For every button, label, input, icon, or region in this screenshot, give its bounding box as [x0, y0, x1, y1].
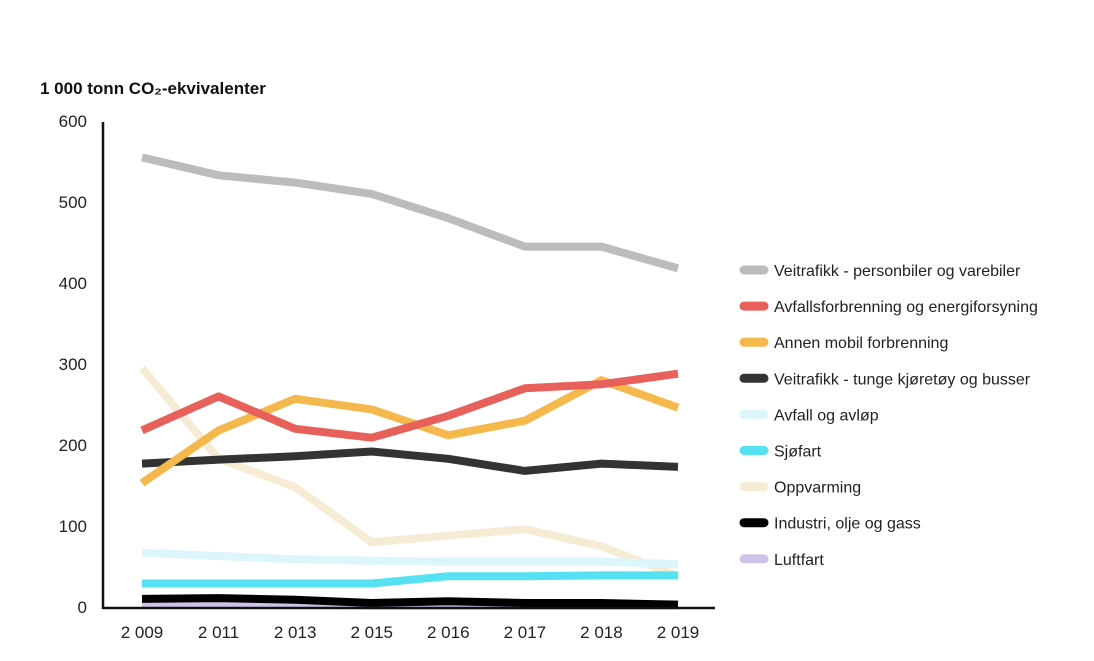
x-tick-label: 2 013	[274, 623, 317, 642]
x-axis-ticks: 2 009 2 011 2 013 2 015 2 016 2 017 2 018 2 019	[121, 623, 700, 642]
x-tick-label: 2 018	[580, 623, 623, 642]
series-line-avfallsforbrenning-og-energiforsyning	[140, 369, 679, 442]
y-tick-label: 300	[59, 355, 87, 374]
legend-label: Oppvarming	[774, 480, 861, 497]
series-line-oppvarming	[138, 365, 680, 580]
y-tick-label: 500	[59, 193, 87, 212]
x-tick-label: 2 019	[657, 623, 700, 642]
y-tick-label: 200	[59, 436, 87, 455]
x-tick-label: 2 015	[350, 623, 393, 642]
x-tick-label: 2 016	[427, 623, 470, 642]
legend-label: Luftfart	[774, 552, 824, 569]
series-line-industri-olje-og-gass	[141, 594, 679, 609]
series-line-veitrafikk-tunge-kj-ret-y-og-busser	[141, 447, 679, 475]
series-line-veitrafikk-personbiler-og-varebiler	[141, 153, 680, 273]
legend-label: Veitrafikk - personbiler og varebiler	[774, 263, 1021, 280]
series-line-sj-fart	[142, 571, 678, 588]
y-tick-label: 400	[59, 274, 87, 293]
legend-label: Avfallsforbrenning og energiforsyning	[774, 299, 1038, 316]
legend-label: Veitrafikk - tunge kjøretøy og busser	[774, 371, 1031, 388]
legend-label: Industri, olje og gass	[774, 516, 921, 533]
x-tick-label: 2 009	[121, 623, 164, 642]
y-axis-unit-label: 1 000 tonn CO₂-ekvivalenter	[40, 79, 266, 98]
y-tick-label: 100	[59, 517, 87, 536]
x-tick-label: 2 017	[504, 623, 547, 642]
series-lines	[138, 153, 680, 610]
x-tick-label: 2 011	[198, 623, 239, 642]
y-axis-ticks: 0 100 200 300 400 500 600	[59, 112, 87, 617]
legend-label: Avfall og avløp	[774, 407, 879, 424]
legend-label: Annen mobil forbrenning	[774, 335, 948, 352]
y-tick-label: 0	[78, 598, 87, 617]
legend: Veitrafikk - personbiler og varebiler Avf…	[739, 263, 1038, 569]
series-line-avfall-og-avl-p	[141, 548, 679, 569]
legend-label: Sjøfart	[774, 444, 822, 461]
y-tick-label: 600	[59, 112, 87, 131]
